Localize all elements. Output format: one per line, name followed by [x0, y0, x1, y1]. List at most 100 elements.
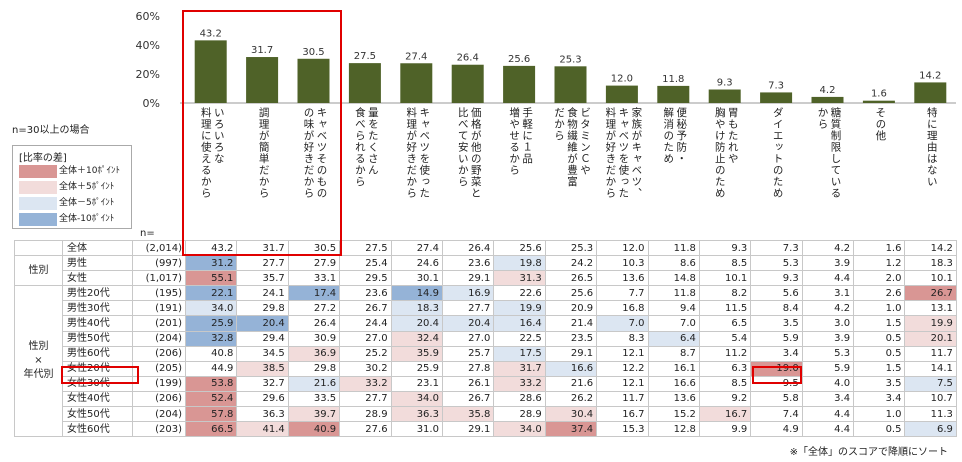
value-cell: 11.7 [904, 345, 957, 362]
value-cell: 23.1 [390, 375, 443, 392]
value-cell: 10.7 [904, 390, 957, 408]
value-cell: 26.4 [287, 315, 341, 332]
row-label: 全体 [62, 239, 133, 257]
legend-label: 全体－5ﾎﾟｲﾝﾄ [59, 198, 115, 208]
value-cell: 25.2 [339, 345, 392, 362]
row-label: 男性30代 [62, 300, 133, 317]
value-cell: 19.9 [493, 300, 546, 317]
bar [862, 100, 895, 103]
legend-label: 全体＋10ﾎﾟｲﾝﾄ [59, 166, 120, 176]
value-cell: 16.9 [441, 285, 495, 302]
group-label [14, 239, 63, 257]
value-cell: 53.8 [184, 375, 238, 392]
table-row: 男性50代 (204) 32.8 29.4 30.9 27.0 32.4 27.0 22.5 23… [15, 330, 957, 347]
category-label: 調理が簡単だから [257, 107, 270, 199]
value-cell: 5.3 [801, 345, 855, 362]
value-cell: 3.0 [801, 315, 855, 332]
value-cell: 27.7 [441, 300, 495, 317]
bar-value-label: 27.4 [405, 51, 427, 62]
bar-value-label: 1.6 [871, 89, 887, 100]
bar [708, 89, 741, 103]
value-cell: 4.4 [801, 270, 855, 287]
value-cell: 52.4 [184, 390, 238, 408]
data-table: 全体 (2,014) 43.2 31.7 30.5 27.5 27.4 26.4 25.6 25.… [14, 239, 957, 438]
value-cell: 11.5 [698, 300, 752, 317]
value-cell: 23.5 [544, 330, 598, 347]
value-cell: 7.3 [750, 239, 803, 257]
category-label: 手軽に１品 増やせるから [508, 107, 534, 176]
bar [503, 65, 536, 103]
table-row: 女性30代 (199) 53.8 32.7 21.6 33.2 23.1 26.1 33.2 21… [15, 375, 957, 392]
table-row: 性別 男性 (997) 31.2 27.7 27.9 25.4 24.6 23.6 19.8 24.… [14, 255, 957, 287]
value-cell: 1.2 [853, 255, 906, 272]
legend-item-minus5: 全体－5ﾎﾟｲﾝﾄ [19, 197, 127, 210]
category-label: 家族がキャベツ、 キャベツを使った 料理が好きだから [604, 107, 643, 199]
value-cell: 3.9 [801, 330, 855, 347]
value-cell: 5.8 [750, 390, 803, 408]
value-cell: 5.9 [750, 330, 803, 347]
value-cell: 4.9 [750, 421, 803, 438]
value-cell: 21.6 [544, 375, 598, 392]
category-label: 糖質制限している から [816, 107, 842, 199]
value-cell: 41.4 [236, 421, 289, 438]
value-cell: 0.5 [853, 345, 906, 362]
value-cell: 13.6 [647, 390, 700, 408]
table-row: 男性30代 (191) 34.0 29.8 27.2 26.7 18.3 27.7 19.9 20… [15, 300, 957, 317]
row-n: (204) [132, 406, 186, 423]
value-cell: 21.4 [544, 315, 598, 332]
value-cell: 34.5 [236, 345, 289, 362]
value-cell: 8.6 [647, 255, 700, 272]
value-cell: 5.6 [750, 285, 803, 302]
value-cell: 16.1 [647, 360, 700, 377]
row-n: (203) [132, 421, 186, 438]
bar-value-label: 9.3 [717, 78, 733, 89]
value-cell: 11.2 [698, 345, 752, 362]
value-cell: 27.7 [339, 390, 392, 408]
value-cell: 10.3 [596, 255, 649, 272]
value-cell: 32.8 [184, 330, 238, 347]
value-cell: 33.2 [493, 375, 546, 392]
row-label: 男性50代 [62, 330, 133, 347]
value-cell: 27.4 [390, 239, 443, 257]
value-cell: 9.9 [698, 421, 752, 438]
value-cell: 31.3 [493, 270, 546, 287]
value-cell: 20.1 [904, 330, 957, 347]
value-cell: 28.9 [493, 406, 546, 423]
category-label: ビタミンＣや 食物繊維が豊富 だから [553, 107, 591, 188]
bar-value-label: 25.3 [559, 54, 581, 65]
bar [760, 92, 793, 103]
y-tick-label: 0% [143, 97, 160, 110]
y-tick-label: 40% [136, 39, 160, 52]
row-n: (195) [132, 285, 186, 302]
value-cell: 26.7 [904, 285, 957, 302]
value-cell: 34.0 [390, 390, 443, 408]
value-cell: 20.4 [390, 315, 443, 332]
value-cell: 34.0 [184, 300, 238, 317]
value-cell: 8.3 [596, 330, 649, 347]
row-n: (1,017) [132, 270, 186, 287]
legend-item-plus5: 全体＋5ﾎﾟｲﾝﾄ [19, 181, 127, 194]
value-cell: 66.5 [184, 421, 238, 438]
value-cell: 2.0 [853, 270, 906, 287]
value-cell: 35.8 [441, 406, 495, 423]
value-cell: 25.9 [184, 315, 238, 332]
value-cell: 27.6 [339, 421, 392, 438]
category-label: 価格が他の野菜と 比べて安いから [456, 107, 482, 199]
value-cell: 6.3 [698, 360, 752, 377]
category-label: 胃もたれや 胸やけ防止のため [713, 107, 739, 199]
bar-value-label: 12.0 [611, 74, 633, 85]
row-label: 女性40代 [62, 390, 133, 408]
value-cell: 18.3 [904, 255, 957, 272]
value-cell: 5.9 [801, 360, 855, 377]
bar-value-label: 11.8 [662, 74, 684, 85]
group-label: 性別 [14, 255, 63, 287]
value-cell: 30.2 [339, 360, 392, 377]
bar [657, 85, 690, 103]
value-cell: 29.8 [236, 300, 289, 317]
value-cell: 5.3 [750, 255, 803, 272]
table-row: 男性40代 (201) 25.9 20.4 26.4 24.4 20.4 20.4 16.4 21… [15, 315, 957, 332]
value-cell: 19.9 [904, 315, 957, 332]
bar [554, 66, 587, 103]
value-cell: 24.6 [390, 255, 443, 272]
bar [246, 57, 279, 103]
